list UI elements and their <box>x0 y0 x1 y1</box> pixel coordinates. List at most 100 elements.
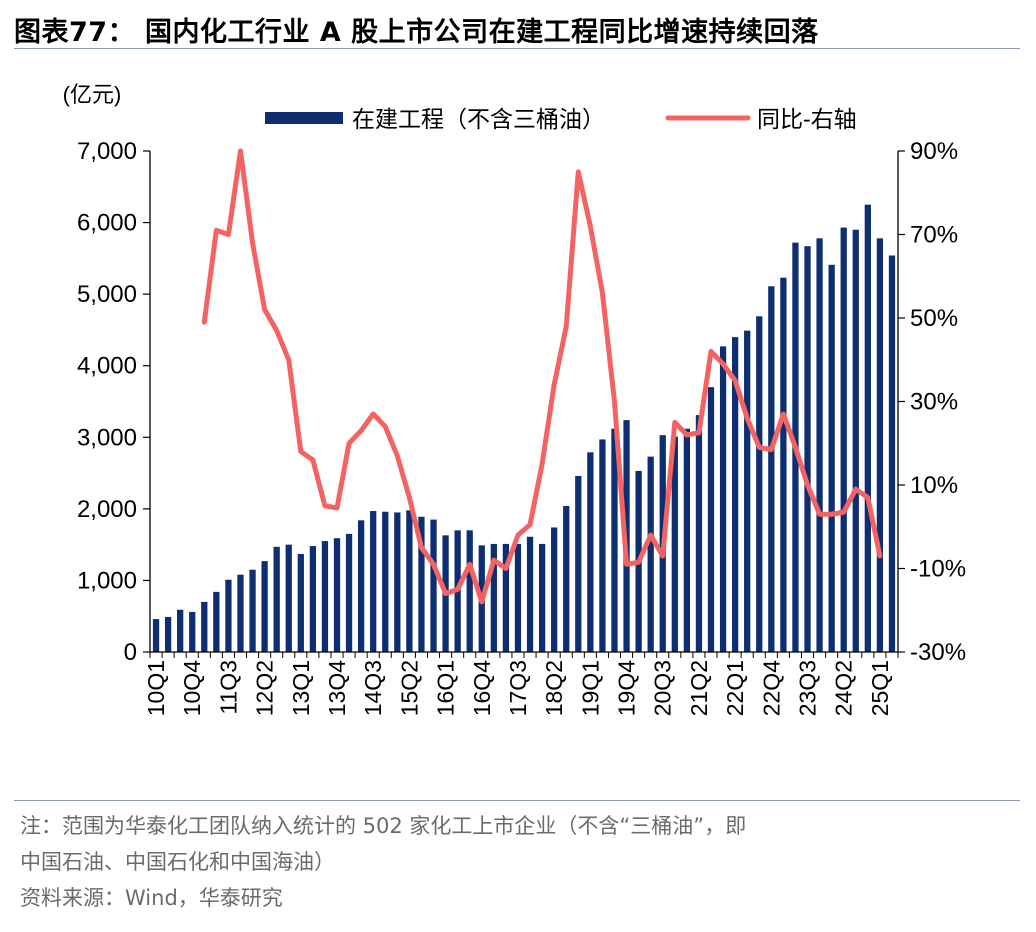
bar <box>671 436 678 652</box>
right-axis-tick-label: 10% <box>910 472 958 499</box>
page-title: 图表77： 国内化工行业 A 股上市公司在建工程同比增速持续回落 <box>14 17 819 48</box>
x-axis-tick-label: 18Q2 <box>541 660 567 716</box>
bar <box>297 553 304 652</box>
x-axis-tick-label: 20Q3 <box>650 660 676 716</box>
bar <box>502 543 510 652</box>
bar <box>683 428 691 652</box>
right-axis-tick-label: 30% <box>910 389 958 416</box>
bar <box>394 512 401 652</box>
bar <box>189 611 196 652</box>
bar <box>249 569 256 652</box>
x-axis-tick-label: 22Q1 <box>722 660 748 716</box>
bar <box>804 246 811 652</box>
bar <box>599 439 606 652</box>
bar <box>647 456 654 652</box>
bar <box>888 255 896 652</box>
footer-divider <box>14 800 1020 801</box>
bar <box>538 543 546 652</box>
x-axis-tick-label: 24Q2 <box>831 660 857 716</box>
bar <box>575 475 582 652</box>
bar <box>309 546 317 652</box>
right-axis-tick-label: 90% <box>910 138 958 165</box>
bar <box>840 227 847 652</box>
bar <box>864 204 871 652</box>
title-divider <box>14 48 1020 49</box>
x-axis-tick-label: 10Q1 <box>143 660 169 716</box>
legend-label-line: 同比-右轴 <box>757 106 857 132</box>
bar <box>406 510 413 652</box>
bar <box>333 538 341 652</box>
right-axis-tick-label: -30% <box>910 639 966 666</box>
bar <box>587 452 594 652</box>
right-axis-tick-label: 70% <box>910 222 958 249</box>
bar <box>418 516 425 652</box>
bar <box>551 527 558 652</box>
x-axis-tick-label: 12Q2 <box>252 660 278 716</box>
bar <box>466 530 473 652</box>
bar <box>370 511 377 652</box>
bar <box>707 387 715 652</box>
bar <box>719 346 727 652</box>
bar <box>261 561 268 652</box>
left-axis-tick-label: 6,000 <box>77 210 137 237</box>
x-axis-tick-label: 16Q4 <box>469 660 495 716</box>
legend: 在建工程（不含三桶油） 同比-右轴 <box>265 106 857 132</box>
bar <box>490 543 497 652</box>
bar <box>201 601 208 652</box>
bar <box>876 238 884 652</box>
x-axis-tick-label: 13Q4 <box>324 660 350 716</box>
bar <box>430 519 437 652</box>
left-axis-tick-label: 2,000 <box>77 496 137 523</box>
x-axis-tick-label: 15Q2 <box>396 660 422 716</box>
bar <box>526 536 534 652</box>
bar <box>382 511 389 652</box>
bar <box>152 619 160 652</box>
bar <box>213 591 220 652</box>
bar <box>816 238 823 652</box>
x-axis-tick-label: 14Q3 <box>360 660 386 716</box>
left-axis-tick-label: 7,000 <box>77 138 137 165</box>
bar <box>780 277 787 652</box>
line-series <box>201 148 883 605</box>
left-axis-tick-label: 4,000 <box>77 353 137 380</box>
x-axis-tick-label: 22Q4 <box>758 660 784 716</box>
bar <box>345 533 353 652</box>
legend-label-bar: 在建工程（不含三桶油） <box>352 106 605 132</box>
axes: 0 1,000 2,000 3,000 4,000 5,000 6,000 7,000 -30%… <box>63 82 966 716</box>
footnote-line-1: 注：范围为华泰化工团队纳入统计的 502 家化工上市企业（不含“三桶油”，即 <box>20 814 747 838</box>
bar <box>321 541 329 652</box>
source-note: 资料来源：Wind，华泰研究 <box>20 886 283 910</box>
bar <box>514 543 522 652</box>
bar <box>852 229 859 652</box>
x-axis-tick-label: 25Q1 <box>867 660 893 716</box>
bar <box>744 330 751 652</box>
bar <box>756 316 763 652</box>
left-axis-tick-label: 5,000 <box>77 281 137 308</box>
x-axis-tick-label: 21Q2 <box>686 660 712 716</box>
bar-series <box>152 204 896 652</box>
legend-swatch-bar <box>265 112 343 124</box>
bar <box>695 415 703 652</box>
left-axis-unit-label: (亿元) <box>63 82 122 107</box>
bar <box>285 544 292 652</box>
bar <box>273 546 280 652</box>
yoy-growth-line <box>201 148 883 605</box>
chart: 0 1,000 2,000 3,000 4,000 5,000 6,000 7,000 -30%… <box>63 82 966 716</box>
right-axis-tick-label: 50% <box>910 305 958 332</box>
bar <box>177 609 184 652</box>
bar <box>225 579 232 652</box>
x-axis-tick-label: 10Q4 <box>179 660 205 716</box>
bar <box>237 574 244 652</box>
x-axis-tick-label: 17Q3 <box>505 660 531 716</box>
x-axis-tick-label: 11Q3 <box>215 660 241 715</box>
footnote-line-2: 中国石油、中国石化和中国海油） <box>20 850 335 874</box>
bar <box>611 428 618 652</box>
bar <box>828 264 835 652</box>
bar <box>357 520 365 652</box>
bar <box>731 337 739 652</box>
left-axis-tick-label: 1,000 <box>77 567 137 594</box>
bar <box>164 616 172 652</box>
bar <box>563 505 570 652</box>
x-axis-tick-label: 19Q1 <box>577 660 603 716</box>
x-axis-tick-label: 16Q1 <box>433 660 459 716</box>
